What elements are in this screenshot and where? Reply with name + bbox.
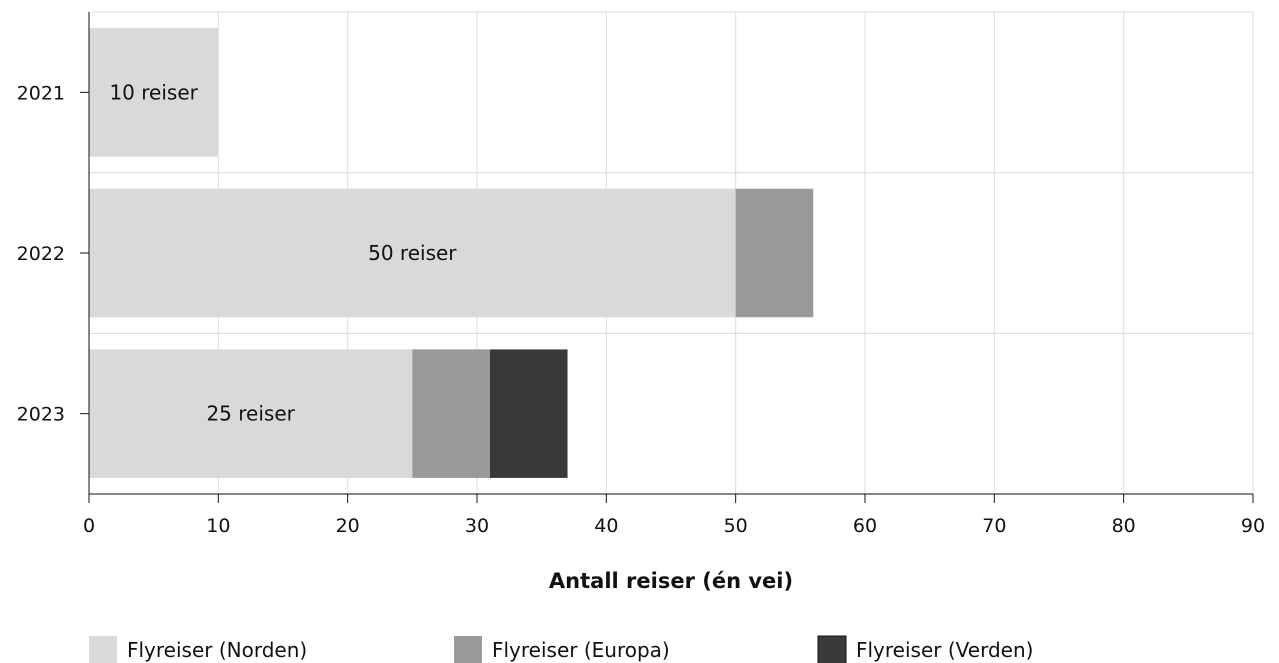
- y-tick-label: 2023: [17, 404, 65, 426]
- bar-segment: [89, 349, 413, 478]
- chart-legend: Flyreiser (Norden) Flyreiser (Europa) Flyr…: [89, 635, 1033, 663]
- legend-label: Flyreiser (Verden): [856, 638, 1033, 662]
- x-tick-label: 0: [83, 515, 95, 537]
- x-tick-label: 40: [594, 515, 618, 537]
- bar-data-label: 10 reiser: [109, 80, 198, 104]
- x-tick-label: 60: [853, 515, 877, 537]
- legend-label: Flyreiser (Norden): [127, 638, 307, 662]
- chart-labels: 10 reiser 50 reiser 25 reiser: [109, 80, 457, 425]
- legend-swatch: [817, 635, 847, 663]
- legend-label: Flyreiser (Europa): [492, 638, 670, 662]
- bar-segment: [89, 28, 219, 157]
- x-tick-label: 50: [724, 515, 748, 537]
- bar-segment: [735, 188, 814, 318]
- bar-data-label: 25 reiser: [206, 402, 295, 426]
- x-tick-label: 10: [206, 515, 230, 537]
- bar-data-label: 50 reiser: [368, 241, 457, 265]
- x-tick-label: 80: [1112, 515, 1136, 537]
- x-tick-label: 30: [465, 515, 489, 537]
- legend-swatch: [89, 636, 117, 663]
- bar-segment: [89, 188, 736, 318]
- bar-segment: [412, 349, 490, 478]
- y-tick-label: 2021: [17, 82, 65, 104]
- chart-bars: [89, 28, 814, 478]
- x-tick-label: 70: [982, 515, 1006, 537]
- legend-swatch: [454, 636, 482, 663]
- chart-axes: 0 10 20 30 40 50 60 70 80 90 2021 2022 2023: [17, 12, 1265, 537]
- x-tick-label: 20: [336, 515, 360, 537]
- x-axis-title: Antall reiser (én vei): [549, 569, 793, 593]
- bar-segment: [489, 349, 568, 478]
- x-tick-label: 90: [1241, 515, 1265, 537]
- y-tick-label: 2022: [17, 243, 65, 265]
